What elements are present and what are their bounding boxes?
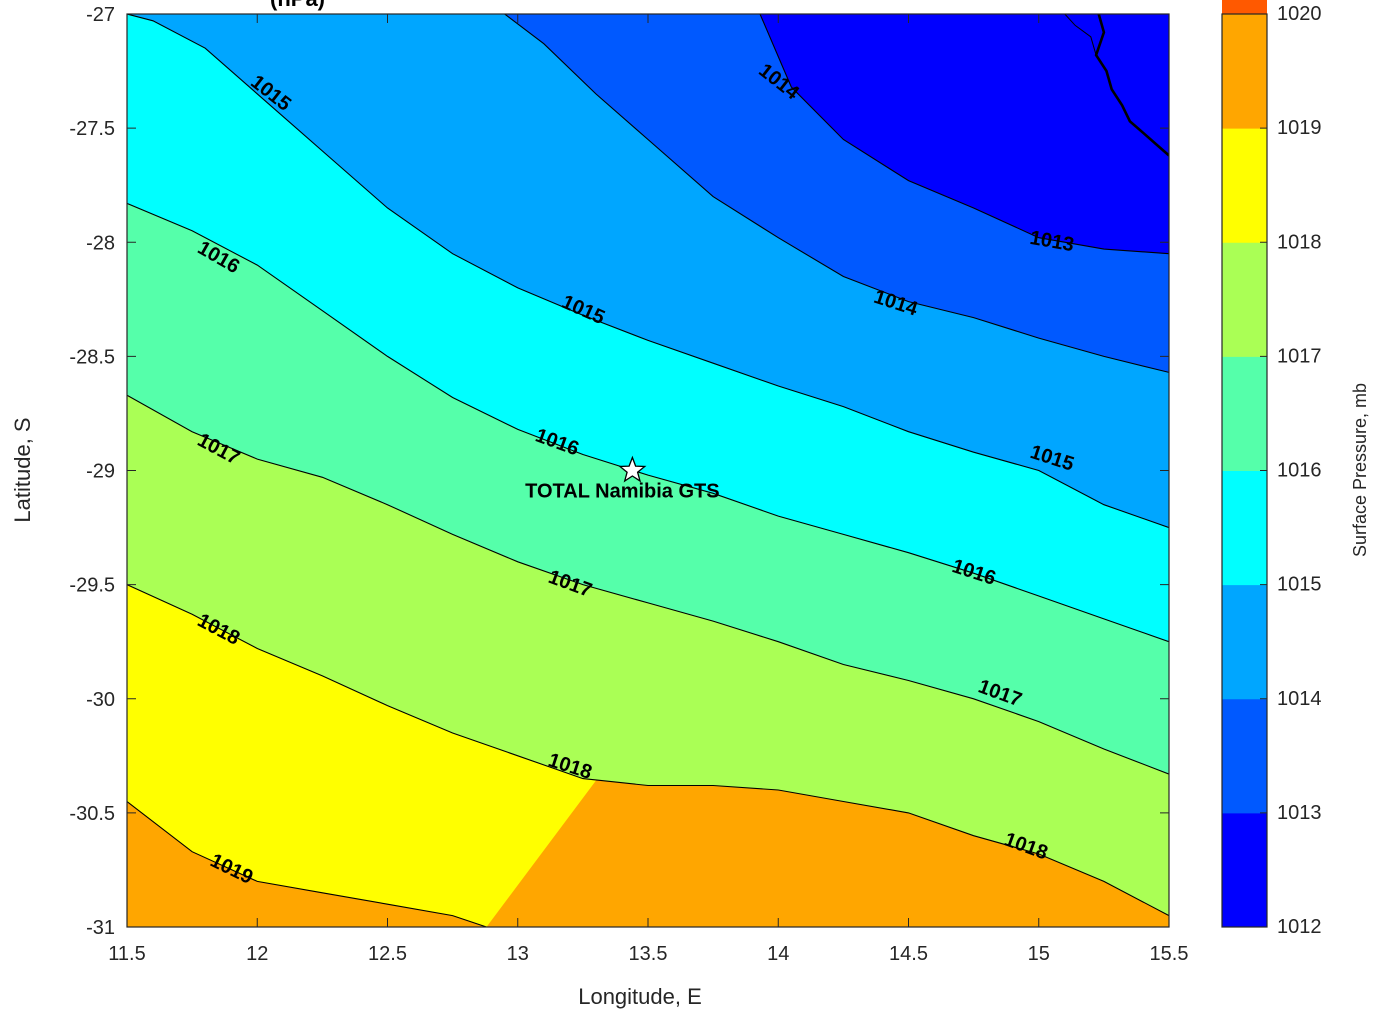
site-marker-group: TOTAL Namibia GTS — [525, 455, 720, 503]
colorbar-label: Surface Pressure, mb — [1350, 383, 1370, 557]
y-axis-label: Latitude, S — [10, 417, 35, 522]
x-tick-label: 13 — [507, 943, 529, 965]
coastline-line — [1094, 14, 1169, 157]
colorbar-tick-label: 1020 — [1277, 3, 1322, 25]
x-tick-label: 14.5 — [889, 943, 928, 965]
colorbar: 1012 1013 1014 1015 1016 1017 1018 1019 1020 — [1221, 0, 1322, 938]
colorbar-segment — [1222, 698, 1267, 814]
colorbar-tick-label: 1018 — [1277, 231, 1322, 253]
y-tick-label: -30 — [86, 689, 115, 711]
y-tick-label: -28.5 — [69, 346, 115, 368]
colorbar-tick-label: 1019 — [1277, 117, 1322, 139]
y-tick-label: -27 — [86, 4, 115, 26]
x-tick-label: 14 — [767, 943, 789, 965]
y-tick-label: -27.5 — [69, 118, 115, 140]
x-tick-label: 13.5 — [629, 943, 668, 965]
site-label: TOTAL Namibia GTS — [525, 481, 719, 503]
contour-line-1015 — [127, 14, 1169, 529]
x-axis-label: Longitude, E — [578, 984, 702, 1009]
colorbar-segment — [1222, 584, 1267, 700]
colorbar-segment — [1222, 242, 1267, 357]
colorbar-tick-label: 1012 — [1277, 916, 1322, 938]
colorbar-tick-label: 1015 — [1277, 574, 1322, 596]
contour-line-1014 — [504, 14, 1169, 373]
x-axis-ticks: 11.5 12 12.5 13 13.5 14 14.5 15 15.5 — [108, 14, 1188, 965]
x-tick-label: 15 — [1028, 943, 1050, 965]
colorbar-tick-label: 1017 — [1277, 345, 1322, 367]
chart-title: (hPa) — [270, 0, 325, 11]
colorbar-tick-label: 1013 — [1277, 802, 1322, 824]
y-tick-label: -30.5 — [69, 803, 115, 825]
contour-line-1016 — [127, 202, 1169, 643]
colorbar-segment — [1222, 128, 1267, 243]
colorbar-segment — [1222, 0, 1267, 15]
x-tick-label: 12.5 — [368, 943, 407, 965]
colorbar-segment — [1222, 470, 1267, 586]
y-tick-label: -29.5 — [69, 575, 115, 597]
coastline — [1064, 14, 1169, 157]
y-tick-label: -31 — [86, 917, 115, 939]
x-tick-label: 11.5 — [108, 943, 145, 965]
contour-lines — [127, 14, 1169, 927]
y-tick-label: -29 — [86, 461, 115, 483]
contour-line-1019 — [127, 801, 487, 927]
y-axis-ticks: -27 -27.5 -28 -28.5 -29 -29.5 -30 -30.5 -31 — [69, 4, 1169, 939]
contour-line-1017 — [127, 394, 1169, 775]
contour-line-1013 — [759, 14, 1169, 255]
contour-fills — [127, 14, 1169, 927]
y-tick-label: -28 — [86, 232, 115, 254]
colorbar-segment — [1222, 356, 1267, 471]
colorbar-tick-label: 1014 — [1277, 688, 1322, 710]
coastline-branch — [1064, 14, 1097, 56]
x-tick-label: 12 — [246, 943, 268, 965]
contour-line-1018 — [127, 584, 1169, 917]
colorbar-segment — [1222, 812, 1267, 928]
x-tick-label: 15.5 — [1150, 943, 1189, 965]
site-star-icon — [618, 455, 647, 483]
colorbar-segment — [1222, 14, 1267, 129]
band-below-1013 — [127, 14, 1169, 254]
colorbar-tick-label: 1016 — [1277, 460, 1322, 482]
